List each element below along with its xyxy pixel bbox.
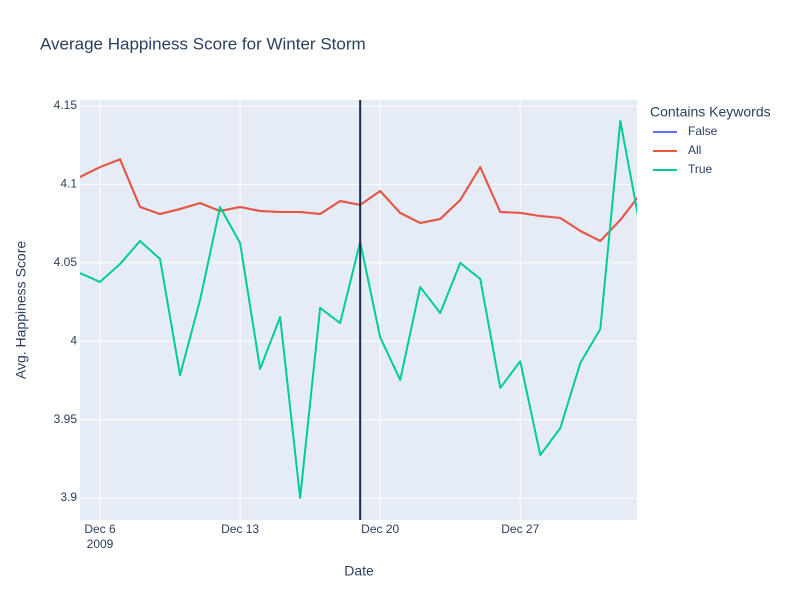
legend-label: True <box>688 162 713 176</box>
x-tick-label: Dec 20 <box>361 522 399 536</box>
chart-title: Average Happiness Score for Winter Storm <box>40 34 366 53</box>
y-tick-label: 3.9 <box>60 490 77 504</box>
y-tick-label: 4.05 <box>54 255 78 269</box>
plot-area <box>80 100 637 520</box>
y-tick-label: 4 <box>70 333 77 347</box>
y-axis-title: Avg. Happiness Score <box>13 241 29 379</box>
y-tick-label: 4.1 <box>60 177 77 191</box>
grid <box>80 100 637 520</box>
x-axis-title: Date <box>344 563 374 579</box>
x-year-label: 2009 <box>87 537 114 551</box>
legend-title: Contains Keywords <box>650 104 771 120</box>
x-tick-label: Dec 27 <box>501 522 539 536</box>
legend-label: False <box>688 124 718 138</box>
legend: False All True <box>653 124 718 176</box>
y-tick-label: 4.15 <box>54 98 78 112</box>
x-tick-label: Dec 6 <box>84 522 116 536</box>
y-tick-label: 3.95 <box>54 412 78 426</box>
lines <box>80 100 637 520</box>
legend-label: All <box>688 143 701 157</box>
x-tick-label: Dec 13 <box>221 522 259 536</box>
